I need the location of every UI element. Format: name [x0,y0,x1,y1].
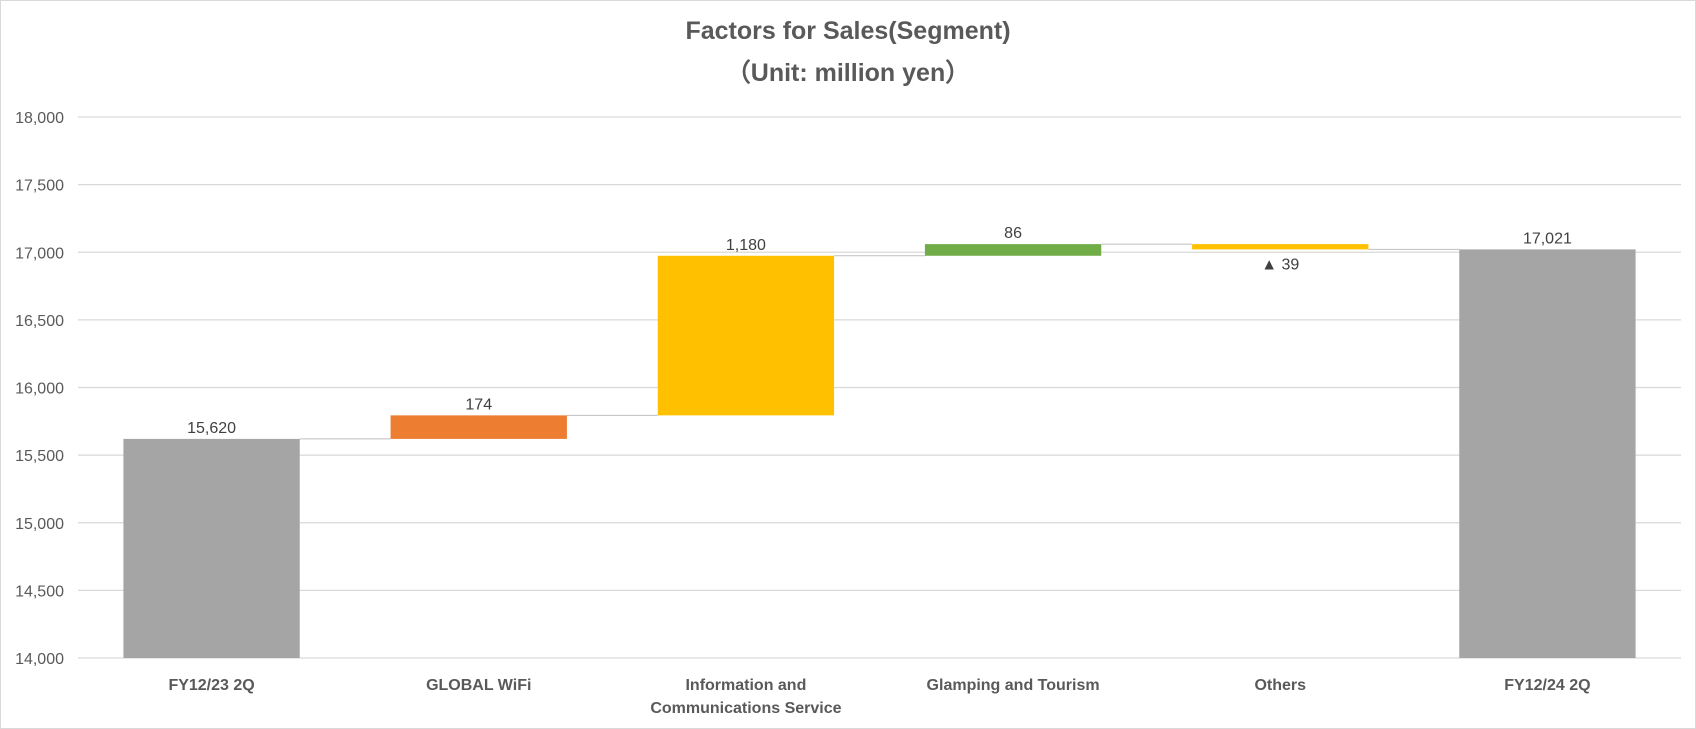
y-tick-label: 16,000 [15,381,64,398]
data-label: 86 [1004,225,1022,242]
data-label: ▲ 39 [1261,256,1299,273]
bar [123,438,300,658]
data-label: 1,180 [726,237,766,254]
x-tick-label: FY12/23 2Q [168,677,254,694]
x-tick-label: Glamping and Tourism [927,677,1100,694]
bar [390,415,567,439]
data-label: 174 [465,396,492,413]
y-tick-label: 14,500 [15,583,64,600]
chart-subtitle: （Unit: million yen） [725,59,971,87]
y-tick-label: 16,500 [15,313,64,330]
y-tick-label: 15,000 [15,516,64,533]
data-label: 15,620 [187,420,236,437]
bar [1459,249,1636,659]
bar [924,244,1102,256]
chart-title: Factors for Sales(Segment) [685,17,1011,45]
y-tick-label: 17,500 [15,178,64,195]
x-tick-label: Communications Service [650,700,841,717]
bar [657,255,835,416]
y-tick-label: 18,000 [15,110,64,127]
y-tick-label: 14,000 [15,651,64,668]
x-tick-label: Others [1254,677,1306,694]
x-tick-label: Information and [685,677,806,694]
y-tick-label: 15,500 [15,448,64,465]
x-tick-label: GLOBAL WiFi [426,677,531,694]
y-tick-label: 17,000 [15,245,64,262]
x-tick-label: FY12/24 2Q [1504,677,1590,694]
bar [1192,244,1369,250]
data-label: 17,021 [1523,230,1572,247]
